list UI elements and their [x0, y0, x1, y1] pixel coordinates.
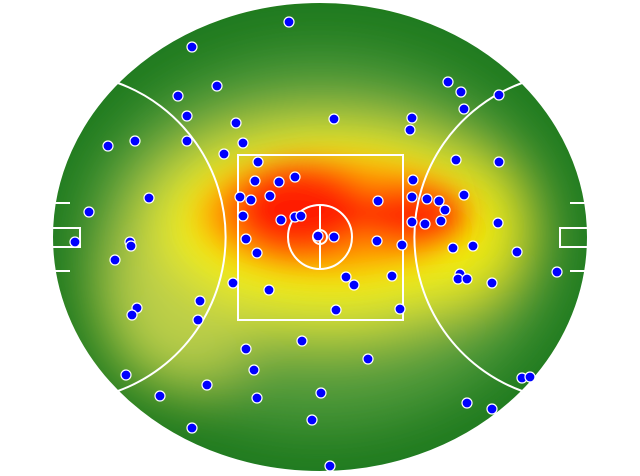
point: [328, 113, 340, 125]
point: [406, 112, 418, 124]
point: [143, 192, 155, 204]
point: [251, 247, 263, 259]
point: [372, 195, 384, 207]
point: [394, 303, 406, 315]
point: [312, 230, 324, 242]
point: [69, 236, 81, 248]
point: [486, 277, 498, 289]
point: [120, 369, 132, 381]
point: [450, 154, 462, 166]
point: [458, 103, 470, 115]
point: [442, 76, 454, 88]
point: [129, 135, 141, 147]
point: [458, 189, 470, 201]
point: [362, 353, 374, 365]
point: [251, 392, 263, 404]
point: [211, 80, 223, 92]
point: [109, 254, 121, 266]
point: [330, 304, 342, 316]
field-lines: [51, 1, 589, 473]
point: [486, 403, 498, 415]
point: [245, 194, 257, 206]
point: [306, 414, 318, 426]
point: [340, 271, 352, 283]
point: [248, 364, 260, 376]
point: [192, 314, 204, 326]
point: [125, 240, 137, 252]
point: [172, 90, 184, 102]
point: [324, 460, 336, 472]
point: [433, 195, 445, 207]
point: [186, 422, 198, 434]
point: [194, 295, 206, 307]
point: [289, 171, 301, 183]
point: [240, 233, 252, 245]
point: [240, 343, 252, 355]
point: [328, 231, 340, 243]
point: [407, 174, 419, 186]
point: [439, 204, 451, 216]
point: [493, 156, 505, 168]
point: [406, 191, 418, 203]
point: [435, 215, 447, 227]
point: [296, 335, 308, 347]
point: [218, 148, 230, 160]
point: [404, 124, 416, 136]
point: [386, 270, 398, 282]
point: [227, 277, 239, 289]
point: [461, 397, 473, 409]
point: [83, 206, 95, 218]
point: [126, 309, 138, 321]
point: [230, 117, 242, 129]
point: [181, 135, 193, 147]
point: [315, 387, 327, 399]
point: [283, 16, 295, 28]
point: [461, 273, 473, 285]
point: [551, 266, 563, 278]
point: [252, 156, 264, 168]
point: [421, 193, 433, 205]
point: [396, 239, 408, 251]
point: [181, 110, 193, 122]
point: [263, 284, 275, 296]
point: [201, 379, 213, 391]
point: [419, 218, 431, 230]
point: [273, 176, 285, 188]
point: [237, 210, 249, 222]
point: [406, 216, 418, 228]
point: [295, 210, 307, 222]
point: [467, 240, 479, 252]
point: [511, 246, 523, 258]
point: [493, 89, 505, 101]
point: [371, 235, 383, 247]
point: [348, 279, 360, 291]
point: [102, 140, 114, 152]
point: [186, 41, 198, 53]
point: [524, 371, 536, 383]
point: [234, 191, 246, 203]
point: [275, 214, 287, 226]
point: [264, 190, 276, 202]
point: [249, 175, 261, 187]
point: [492, 217, 504, 229]
point: [447, 242, 459, 254]
point: [154, 390, 166, 402]
point: [455, 86, 467, 98]
point: [237, 137, 249, 149]
